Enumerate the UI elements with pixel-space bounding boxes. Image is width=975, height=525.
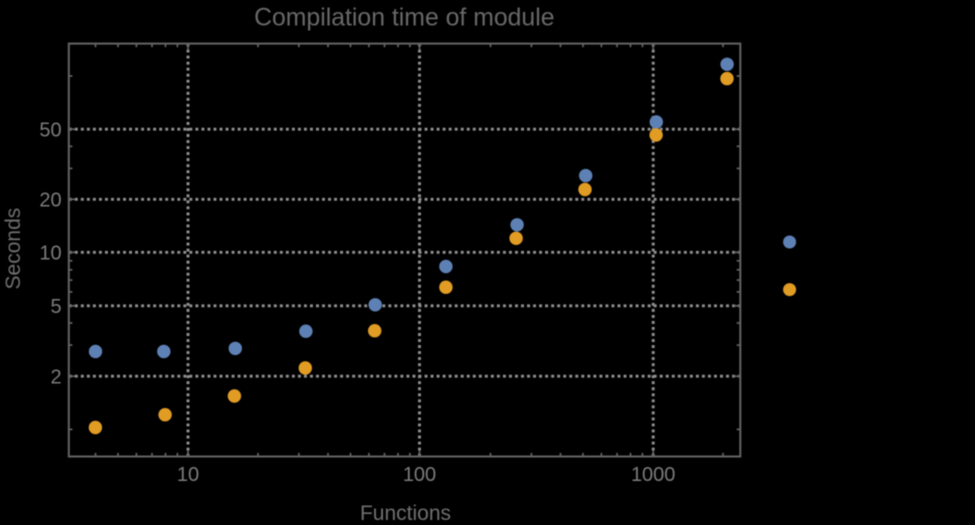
- svg-text:Compilation time of module: Compilation time of module: [254, 5, 554, 32]
- svg-text:1000: 1000: [631, 464, 676, 486]
- svg-text:Functions: Functions: [360, 502, 451, 525]
- svg-text:5: 5: [50, 296, 61, 318]
- svg-text:2: 2: [50, 367, 61, 389]
- svg-text:Seconds: Seconds: [2, 208, 25, 290]
- svg-text:20: 20: [39, 190, 61, 212]
- svg-text:10: 10: [177, 464, 199, 486]
- svg-text:10: 10: [39, 243, 61, 265]
- svg-text:50: 50: [39, 120, 61, 142]
- svg-text:100: 100: [403, 464, 436, 486]
